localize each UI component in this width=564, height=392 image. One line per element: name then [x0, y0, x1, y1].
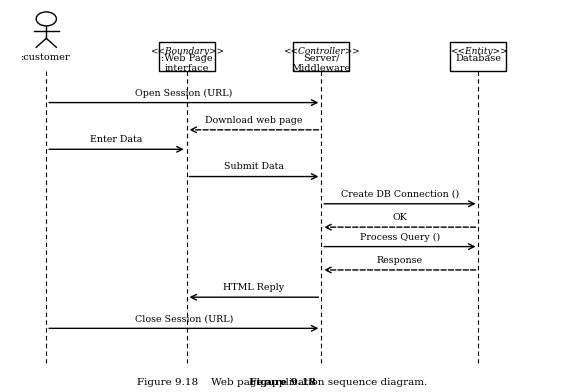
- FancyBboxPatch shape: [293, 42, 349, 71]
- Text: Open Session (URL): Open Session (URL): [135, 89, 232, 98]
- Text: Database: Database: [455, 54, 501, 63]
- Text: Download web page: Download web page: [205, 116, 303, 125]
- Text: Submit Data: Submit Data: [224, 162, 284, 171]
- Text: Create DB Connection (): Create DB Connection (): [341, 190, 459, 199]
- Text: Server/
Middleware: Server/ Middleware: [292, 54, 351, 73]
- Text: Figure 9.18: Figure 9.18: [249, 378, 315, 387]
- Text: Enter Data: Enter Data: [90, 135, 143, 144]
- Text: <<Boundary>>: <<Boundary>>: [149, 47, 223, 56]
- Text: Process Query (): Process Query (): [360, 232, 440, 241]
- Text: :customer: :customer: [21, 53, 71, 62]
- Text: Response: Response: [377, 256, 423, 265]
- FancyBboxPatch shape: [451, 42, 506, 71]
- Text: HTML Reply: HTML Reply: [223, 283, 284, 292]
- Text: OK: OK: [393, 213, 407, 222]
- Text: <<Entity>>: <<Entity>>: [450, 47, 507, 56]
- Text: Close Session (URL): Close Session (URL): [135, 314, 233, 323]
- Text: :Web Page
interface: :Web Page interface: [161, 54, 213, 73]
- Text: Figure 9.18    Web page application sequence diagram.: Figure 9.18 Web page application sequenc…: [137, 378, 427, 387]
- Text: <<Controller>>: <<Controller>>: [283, 47, 360, 56]
- FancyBboxPatch shape: [158, 42, 215, 71]
